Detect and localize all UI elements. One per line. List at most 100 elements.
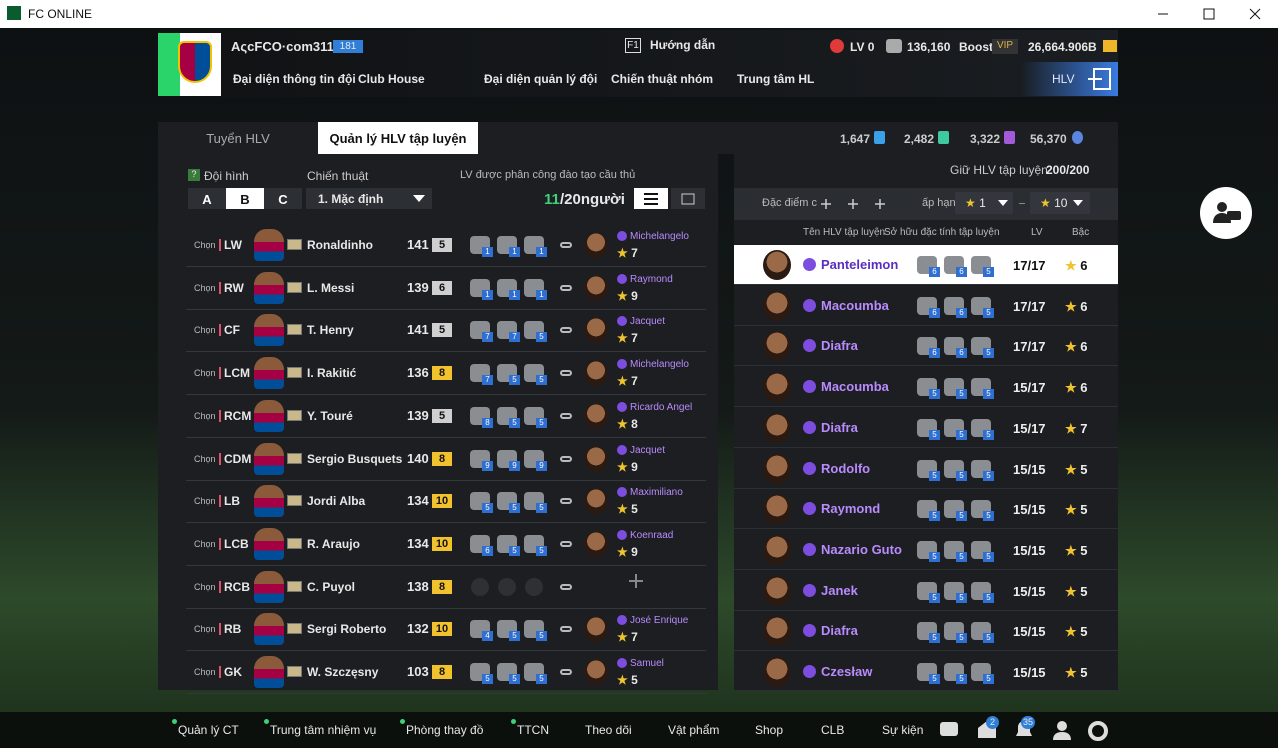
- formation-button[interactable]: A: [188, 188, 226, 209]
- bottom-nav-item[interactable]: Quản lý CT: [178, 723, 239, 737]
- coach-name: Raymond: [630, 273, 673, 285]
- held-label: Giữ HLV tập luyện: [950, 163, 1048, 177]
- skill-level: 5: [956, 551, 967, 562]
- title-bar: FC ONLINE: [0, 0, 1278, 28]
- tactic-dropdown[interactable]: 1. Mặc định: [306, 188, 432, 209]
- nav-item[interactable]: Chiến thuật nhóm: [611, 72, 713, 86]
- skill-level: 5: [482, 503, 493, 514]
- skill-icon: 1: [524, 236, 547, 257]
- help-icon[interactable]: ?: [188, 169, 200, 181]
- help-label[interactable]: Hướng dẫn: [650, 38, 716, 52]
- formation-button[interactable]: C: [264, 188, 302, 209]
- bottom-nav-item[interactable]: Trung tâm nhiệm vụ: [270, 723, 377, 737]
- link-icon: [560, 284, 572, 291]
- select-label[interactable]: Chọn: [194, 538, 216, 549]
- grade-from-dropdown[interactable]: 1: [955, 192, 1013, 214]
- nav-item[interactable]: Club House: [358, 72, 425, 86]
- link-icon: [560, 669, 572, 675]
- coach-type-icon: [617, 231, 627, 241]
- coach-level: 15/15: [1013, 542, 1046, 558]
- tab-active[interactable]: Quản lý HLV tập luyện: [318, 122, 478, 154]
- bottom-nav-item[interactable]: Vật phẩm: [668, 723, 720, 737]
- skill-icon: 5: [917, 540, 940, 562]
- select-label[interactable]: Chọn: [194, 368, 216, 379]
- select-label[interactable]: Chọn: [194, 624, 216, 635]
- select-label[interactable]: Chọn: [194, 581, 216, 592]
- player-name: Y. Touré: [307, 408, 353, 423]
- currency-icon: [874, 131, 885, 144]
- coach-row[interactable]: [734, 367, 1118, 408]
- skill-level: 6: [929, 307, 940, 318]
- coach-row[interactable]: [734, 286, 1118, 326]
- help-key[interactable]: F1: [625, 38, 641, 53]
- window-controls[interactable]: [1150, 4, 1270, 24]
- coach-row[interactable]: [734, 326, 1118, 367]
- formation-button[interactable]: B: [226, 188, 264, 209]
- column-header[interactable]: Sở hữu đặc tính tập luyện: [884, 227, 1000, 238]
- coach-grade: 5: [1065, 666, 1087, 679]
- points-icon: [886, 39, 902, 53]
- position: LCM: [224, 366, 250, 381]
- coach-row[interactable]: [734, 652, 1118, 692]
- coach-name: Diafra: [821, 338, 858, 354]
- select-label[interactable]: Chọn: [194, 453, 216, 464]
- coach-row[interactable]: [734, 611, 1118, 652]
- select-label[interactable]: Chọn: [194, 240, 216, 250]
- coach-name: Raymond: [821, 501, 881, 517]
- coach-type-icon: [803, 502, 816, 516]
- coach-type-icon: [617, 444, 627, 455]
- select-label[interactable]: Chọn: [194, 410, 216, 421]
- bottom-nav-item[interactable]: TTCN: [517, 723, 549, 737]
- coach-photo: [763, 290, 791, 321]
- tab[interactable]: Tuyển HLV: [206, 131, 270, 146]
- row-divider: [186, 394, 706, 396]
- formation-label: A: [202, 192, 212, 207]
- coach-row[interactable]: [734, 408, 1118, 448]
- add-coach[interactable]: [635, 573, 637, 588]
- skill-icon: 5: [944, 622, 967, 644]
- card-view-button[interactable]: [671, 188, 705, 209]
- coach-photo: [584, 274, 608, 301]
- skill-icon: 1: [524, 278, 547, 300]
- coach-level: 17/17: [1013, 339, 1046, 355]
- coach-row[interactable]: [734, 530, 1118, 570]
- select-label[interactable]: Chọn: [194, 496, 216, 507]
- coach-row[interactable]: [734, 489, 1118, 530]
- bottom-nav-item[interactable]: Theo dõi: [585, 723, 632, 737]
- skill-icon: 5: [971, 500, 994, 522]
- exit-button[interactable]: HLV: [1020, 62, 1118, 96]
- currency-amount: 1,647: [840, 132, 871, 146]
- grade-to-dropdown[interactable]: 10: [1030, 192, 1090, 214]
- skill-level: 5: [983, 511, 994, 522]
- nav-item[interactable]: Đại diện thông tin đội: [233, 72, 356, 86]
- select-label[interactable]: Chọn: [194, 325, 216, 336]
- bottom-nav-item[interactable]: CLB: [821, 723, 845, 737]
- skill-icon: 5: [944, 418, 967, 440]
- empty-slot: [471, 577, 489, 596]
- list-view-button[interactable]: [634, 188, 668, 209]
- coach-row[interactable]: [734, 571, 1118, 611]
- currency-amount: 2,482: [904, 132, 935, 146]
- bottom-nav-item[interactable]: Sự kiện: [882, 723, 924, 737]
- skill-icon: 4: [470, 620, 493, 642]
- skill-level: 5: [929, 389, 940, 400]
- skill-level: 5: [509, 417, 520, 428]
- skill-level: 6: [956, 307, 967, 318]
- trait-add-buttons[interactable]: [816, 194, 892, 214]
- coach-type-icon: [617, 615, 627, 626]
- select-label[interactable]: Chọn: [194, 282, 216, 293]
- skill-level: 5: [536, 631, 547, 642]
- coach-row[interactable]: [734, 449, 1118, 489]
- row-divider: [186, 607, 706, 609]
- skill-icon: 7: [497, 321, 520, 343]
- bottom-nav-item[interactable]: Phòng thay đồ: [406, 723, 484, 737]
- nav-item[interactable]: Đại diện quản lý đội: [484, 72, 598, 86]
- chat-button[interactable]: [1200, 187, 1252, 239]
- season-badge: [287, 495, 302, 507]
- ovr: 140: [407, 450, 429, 466]
- ovr: 136: [407, 365, 429, 381]
- select-label[interactable]: Chọn: [194, 667, 216, 677]
- nav-item[interactable]: Trung tâm HL: [737, 72, 815, 86]
- skill-icon: 5: [971, 459, 994, 481]
- bottom-nav-item[interactable]: Shop: [755, 723, 784, 737]
